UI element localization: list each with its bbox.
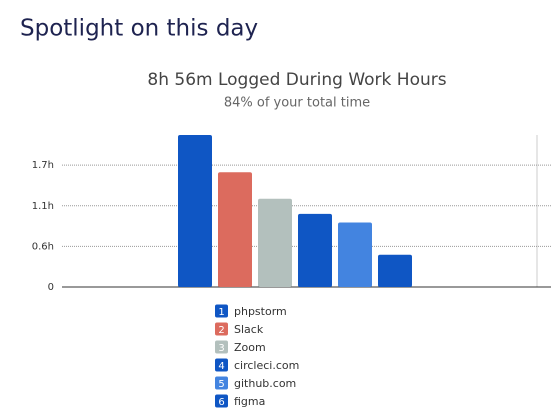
chart-subtitle: 84% of your total time [224, 96, 370, 111]
legend-swatch [215, 322, 228, 336]
y-tick-label: 0.6h [32, 241, 54, 252]
bar [258, 198, 292, 287]
chart-title: 8h 56m Logged During Work Hours [147, 70, 446, 90]
bar [338, 222, 372, 287]
bar [178, 135, 212, 287]
bar [298, 213, 332, 287]
legend-number: 2 [218, 325, 224, 336]
page-title: Spotlight on this day [20, 16, 258, 42]
legend-swatch [215, 340, 228, 354]
legend-swatch [215, 304, 228, 318]
legend-label: phpstorm [234, 305, 287, 318]
y-tick-label: 0 [48, 282, 54, 293]
legend-number: 6 [218, 397, 224, 408]
legend-swatch [215, 358, 228, 372]
legend-number: 3 [218, 343, 224, 354]
y-tick-label: 1.7h [32, 160, 54, 171]
legend-label: Slack [234, 323, 264, 336]
legend-label: circleci.com [234, 359, 299, 372]
legend-label: Zoom [234, 341, 266, 354]
y-tick-label: 1.1h [32, 201, 54, 212]
bar [378, 254, 412, 287]
legend-number: 1 [218, 307, 224, 318]
legend-label: github.com [234, 377, 296, 390]
bar [218, 172, 252, 287]
legend-swatch [215, 394, 228, 408]
legend-number: 5 [218, 379, 224, 390]
legend-swatch [215, 376, 228, 390]
legend-number: 4 [218, 361, 224, 372]
legend-label: figma [234, 395, 265, 408]
